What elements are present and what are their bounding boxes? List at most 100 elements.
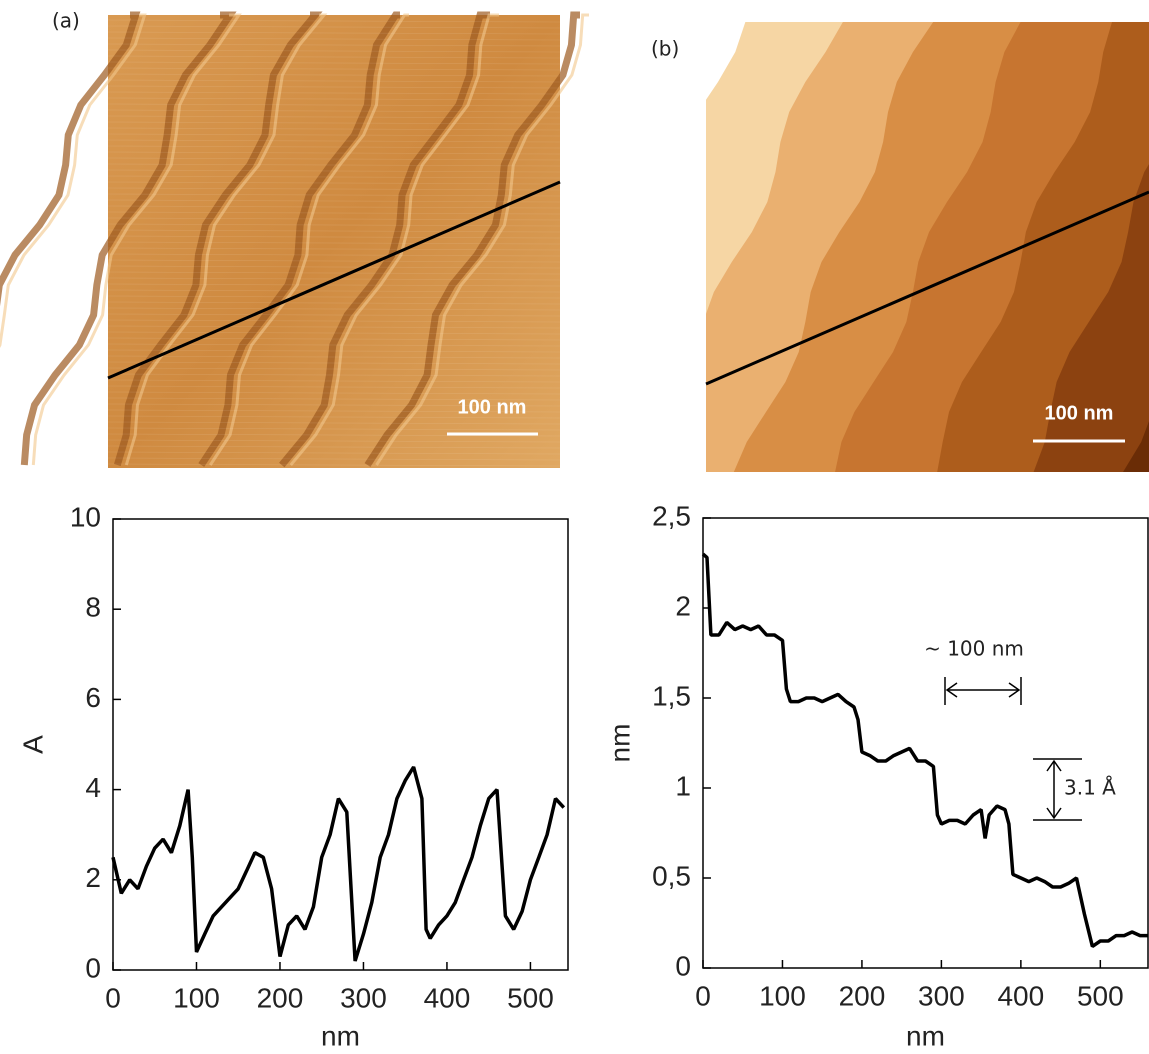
- scan-line: [107, 253, 561, 257]
- scan-line: [107, 67, 561, 71]
- scan-line: [107, 349, 561, 353]
- scan-line: [107, 367, 561, 371]
- annotation-arrows: [944, 677, 1082, 821]
- scan-line: [107, 55, 561, 59]
- x-axis-label: nm: [321, 1020, 360, 1051]
- scan-line: [107, 307, 561, 311]
- scan-line: [107, 145, 561, 149]
- scan-line: [107, 403, 561, 407]
- scale-bar-label: 100 nm: [458, 396, 527, 418]
- scan-line: [107, 397, 561, 401]
- step-edge: [20, 11, 237, 466]
- scan-line: [107, 37, 561, 41]
- x-tick-label: 300: [340, 982, 387, 1013]
- scan-line: [107, 61, 561, 65]
- x-tick-label: 500: [1077, 980, 1124, 1011]
- step-edge: [0, 11, 141, 307]
- scan-line: [107, 331, 561, 335]
- y-tick-label: 1: [675, 770, 691, 801]
- scan-line: [107, 97, 561, 101]
- scan-line: [107, 85, 561, 89]
- y-axis-label: A: [17, 735, 48, 754]
- scan-line: [107, 151, 561, 155]
- scan-line: [107, 385, 561, 389]
- scan-line: [107, 433, 561, 437]
- scan-line: [107, 217, 561, 221]
- step-edge: [364, 11, 580, 467]
- scan-line: [107, 409, 561, 413]
- profile-line: [705, 190, 1149, 386]
- scan-line: [107, 139, 561, 143]
- y-tick-label: 8: [85, 592, 101, 623]
- scan-line: [107, 325, 561, 329]
- scan-line: [107, 319, 561, 323]
- scan-line: [107, 259, 561, 263]
- x-tick-label: 300: [918, 980, 965, 1011]
- x-tick-label: 0: [105, 982, 121, 1013]
- scan-line: [107, 175, 561, 179]
- scan-line: [107, 181, 561, 185]
- scan-line: [107, 361, 561, 365]
- scan-line: [107, 31, 561, 35]
- scan-line: [107, 391, 561, 395]
- y-tick-label: 1,5: [652, 680, 691, 711]
- profile-trace: [111, 766, 566, 962]
- scan-line: [107, 133, 561, 137]
- y-tick-label: 0: [675, 950, 691, 981]
- scan-line: [107, 463, 561, 467]
- y-tick-label: 6: [85, 682, 101, 713]
- scan-line: [107, 127, 561, 131]
- scan-line: [107, 199, 561, 203]
- scan-line: [107, 289, 561, 293]
- x-axis-label: nm: [906, 1020, 945, 1051]
- y-tick-label: 2,5: [652, 500, 691, 531]
- x-tick-label: 100: [759, 980, 806, 1011]
- scan-line: [107, 193, 561, 197]
- step-highlight: [124, 13, 328, 466]
- step-highlight: [0, 13, 147, 349]
- y-axis-label: nm: [604, 724, 635, 763]
- profile-line: [107, 180, 561, 380]
- scan-line: [107, 337, 561, 341]
- terrace: [1123, 421, 1149, 472]
- scan-line: [107, 19, 561, 23]
- x-tick-label: 400: [997, 980, 1044, 1011]
- scan-line: [107, 445, 561, 449]
- step-highlight: [31, 13, 242, 466]
- profile-trace: [701, 552, 1148, 948]
- scan-line: [107, 439, 561, 443]
- x-tick-label: 200: [839, 980, 886, 1011]
- x-tick-label: 0: [695, 980, 711, 1011]
- plot-frame: [702, 517, 1149, 969]
- scan-line: [107, 379, 561, 383]
- y-tick-label: 2: [675, 590, 691, 621]
- scan-line: [107, 157, 561, 161]
- scan-line: [107, 457, 561, 461]
- scan-line: [107, 25, 561, 29]
- scan-line: [107, 247, 561, 251]
- scan-line: [107, 355, 561, 359]
- scan-line: [107, 235, 561, 239]
- scan-line: [107, 43, 561, 47]
- plot-frame: [112, 518, 569, 971]
- step-highlight: [289, 13, 499, 466]
- step-highlight: [209, 13, 409, 466]
- scan-line: [107, 283, 561, 287]
- scan-line: [107, 451, 561, 455]
- panel-label: (b): [651, 37, 679, 61]
- scan-line: [107, 271, 561, 275]
- y-tick-label: 0: [85, 952, 101, 983]
- scan-line: [107, 241, 561, 245]
- x-tick-label: 100: [173, 982, 220, 1013]
- terraces: [706, 22, 1149, 472]
- panel-label: (a): [52, 9, 80, 33]
- afm-image-a: [0, 11, 589, 468]
- scan-line: [107, 205, 561, 209]
- scan-line: [107, 427, 561, 431]
- x-tick-label: 400: [424, 982, 471, 1013]
- y-tick-label: 10: [70, 501, 101, 532]
- y-tick-label: 4: [85, 772, 101, 803]
- scan-line: [107, 169, 561, 173]
- y-tick-label: 0,5: [652, 860, 691, 891]
